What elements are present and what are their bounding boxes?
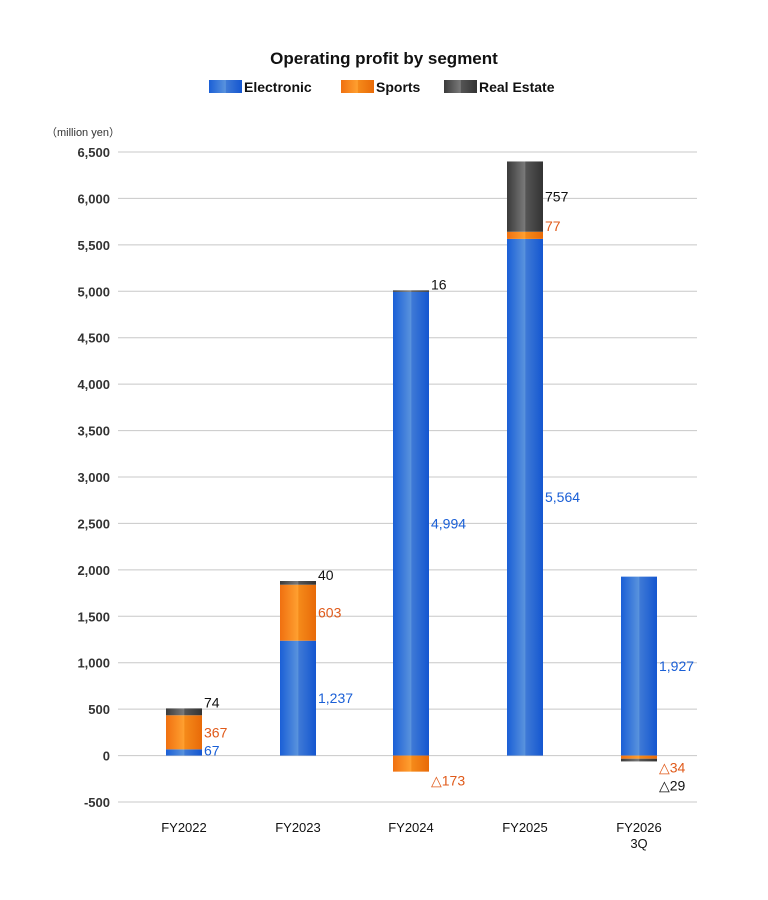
y-tick-label: 6,000 — [77, 191, 110, 206]
bar-electronic-3 — [507, 238, 543, 756]
x-tick-label: FY2025 — [502, 820, 548, 835]
data-label-electronic-0: 67 — [204, 742, 220, 758]
y-tick-label: 3,000 — [77, 470, 110, 485]
bar-electronic-1 — [280, 640, 316, 756]
data-label-real-estate-3: 757 — [545, 189, 569, 205]
legend-label-electronic: Electronic — [244, 79, 312, 95]
data-label-real-estate-0: 74 — [204, 694, 220, 710]
y-tick-label: 3,500 — [77, 424, 110, 439]
y-tick-label: 500 — [88, 702, 110, 717]
legend-label-sports: Sports — [376, 79, 421, 95]
data-label-sports-1: 603 — [318, 605, 342, 621]
bar-real-estate-2 — [393, 290, 429, 292]
data-label-electronic-3: 5,564 — [545, 489, 580, 505]
data-label-real-estate-1: 40 — [318, 567, 334, 583]
data-label-electronic-2: 4,994 — [431, 516, 466, 532]
y-tick-label: 1,500 — [77, 609, 110, 624]
x-tick-label: 3Q — [630, 836, 647, 851]
legend-swatch-sports — [341, 80, 374, 93]
y-tick-label: 1,000 — [77, 656, 110, 671]
bar-real-estate-0 — [166, 708, 202, 716]
y-tick-label: 2,000 — [77, 563, 110, 578]
bar-electronic-0 — [166, 749, 202, 756]
y-tick-label: 0 — [103, 749, 110, 764]
x-tick-label: FY2023 — [275, 820, 321, 835]
bar-sports-3 — [507, 231, 543, 239]
chart-title: Operating profit by segment — [270, 49, 498, 68]
data-label-sports-2: △173 — [431, 773, 465, 789]
bar-electronic-2 — [393, 291, 429, 756]
data-label-real-estate-4: △29 — [659, 778, 686, 794]
data-label-sports-0: 367 — [204, 724, 228, 740]
bar-real-estate-3 — [507, 161, 543, 232]
bars — [166, 161, 657, 772]
y-tick-label: 2,500 — [77, 516, 110, 531]
y-tick-label: 6,500 — [77, 145, 110, 160]
data-label-sports-4: △34 — [659, 760, 686, 776]
legend-swatch-electronic — [209, 80, 242, 93]
bar-sports-4 — [621, 755, 657, 759]
x-tick-label: FY2024 — [388, 820, 434, 835]
bar-real-estate-1 — [280, 581, 316, 585]
y-tick-label: 5,000 — [77, 284, 110, 299]
unit-label: （million yen） — [46, 126, 120, 139]
data-labels: 74 367 67 40 603 1,237 16 4,994 △173 757 77 5,564 1,… — [204, 189, 694, 794]
legend-swatch-real-estate — [444, 80, 477, 93]
x-tick-label: FY2022 — [161, 820, 207, 835]
y-tick-label: -500 — [84, 795, 110, 810]
legend: Electronic Sports Real Estate — [209, 79, 555, 95]
bar-sports-2 — [393, 755, 429, 772]
legend-label-real-estate: Real Estate — [479, 79, 555, 95]
y-tick-label: 4,500 — [77, 331, 110, 346]
bar-electronic-4 — [621, 576, 657, 756]
bar-real-estate-4 — [621, 758, 657, 762]
bar-sports-0 — [166, 715, 202, 750]
data-label-electronic-4: 1,927 — [659, 658, 694, 674]
data-label-real-estate-2: 16 — [431, 276, 447, 292]
data-label-electronic-1: 1,237 — [318, 690, 353, 706]
y-tick-label: 5,500 — [77, 238, 110, 253]
data-label-sports-3: 77 — [545, 218, 561, 234]
x-tick-label: FY2026 — [616, 820, 662, 835]
y-tick-label: 4,000 — [77, 377, 110, 392]
bar-sports-1 — [280, 584, 316, 641]
y-axis: -500 0 500 1,000 1,500 2,000 2,500 3,000 3,500 4,… — [77, 145, 110, 810]
